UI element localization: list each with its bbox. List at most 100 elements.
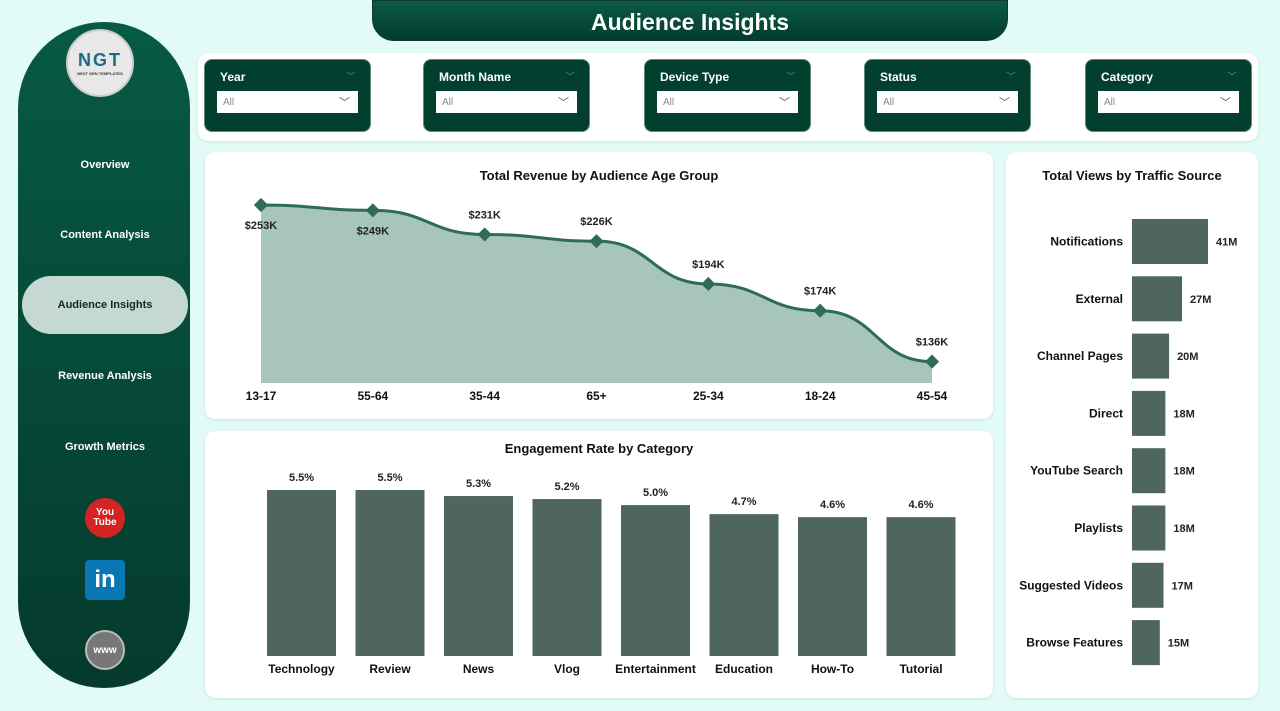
category-select[interactable]: All ﹀: [1098, 91, 1239, 113]
data-point: [813, 303, 828, 318]
data-label: 5.0%: [643, 487, 668, 499]
x-tick-label: How-To: [811, 662, 854, 676]
nav-growth-metrics[interactable]: Growth Metrics: [64, 441, 146, 453]
data-label: $249K: [357, 225, 389, 237]
chevron-down-icon[interactable]: ﹀: [786, 72, 796, 83]
category-label: YouTube Search: [1030, 464, 1123, 478]
data-label: $174K: [804, 286, 836, 298]
data-point: [477, 227, 492, 242]
select-value: All: [442, 97, 454, 108]
select-value: All: [883, 97, 895, 108]
youtube-icon[interactable]: You Tube: [85, 498, 125, 538]
filter-month-name[interactable]: Month Name ﹀ All ﹀: [423, 59, 590, 132]
x-tick-label: 45-54: [917, 389, 948, 403]
engagement-bar-chart: 5.5% Technology 5.5% Review 5.3% News 5.2% Vlog…: [267, 472, 956, 676]
x-tick-label: Review: [369, 662, 411, 676]
chart-title: Total Revenue by Audience Age Group: [479, 168, 719, 183]
revenue-age-chart-card: Total Revenue by Audience Age Group $253…: [205, 152, 993, 419]
revenue-area-chart: $253K 13-17 $249K 55-64 $231K 35-44 $226K 65+ $1…: [245, 197, 948, 403]
filter-label: Category: [1101, 70, 1154, 84]
bar: [1132, 276, 1183, 322]
data-label: 5.3%: [466, 478, 491, 490]
chevron-down-icon: ﹀: [999, 97, 1010, 109]
nav-revenue-analysis[interactable]: Revenue Analysis: [58, 370, 152, 382]
chevron-down-icon[interactable]: ﹀: [346, 72, 356, 83]
x-tick-label: Entertainment: [615, 662, 696, 676]
filter-status[interactable]: Status ﹀ All ﹀: [864, 59, 1031, 132]
filter-category[interactable]: Category ﹀ All ﹀: [1085, 59, 1252, 132]
linkedin-icon[interactable]: in: [85, 560, 125, 600]
bar: [1132, 333, 1170, 379]
category-label: Suggested Videos: [1019, 578, 1123, 592]
chart-title: Engagement Rate by Category: [504, 441, 694, 456]
traffic-bar-chart: Notifications 41M External 27M Channel Pages…: [1019, 219, 1237, 666]
bar: [1132, 505, 1166, 551]
chevron-down-icon[interactable]: ﹀: [1227, 72, 1237, 83]
x-tick-label: Education: [715, 662, 773, 676]
bar: [621, 505, 690, 656]
category-label: Playlists: [1074, 521, 1123, 535]
data-label: $231K: [468, 209, 500, 221]
data-label: $226K: [580, 216, 612, 228]
month-select[interactable]: All ﹀: [436, 91, 577, 113]
bar: [886, 517, 956, 656]
data-label: 5.2%: [554, 481, 579, 493]
data-label: $253K: [245, 220, 277, 232]
category-label: Channel Pages: [1037, 349, 1123, 363]
globe-icon[interactable]: www: [85, 630, 125, 670]
data-label: 5.5%: [289, 472, 314, 484]
x-tick-label: Tutorial: [899, 662, 942, 676]
data-label: 17M: [1172, 580, 1193, 592]
select-value: All: [223, 97, 235, 108]
data-label: $136K: [916, 337, 948, 349]
data-point: [253, 197, 269, 213]
status-select[interactable]: All ﹀: [877, 91, 1018, 113]
chevron-down-icon[interactable]: ﹀: [565, 72, 575, 83]
filter-year[interactable]: Year ﹀ All ﹀: [204, 59, 371, 132]
traffic-chart-card: Total Views by Traffic Source Notificati…: [1006, 152, 1258, 698]
area-fill: [261, 205, 932, 383]
bar: [709, 514, 779, 656]
filter-label: Device Type: [660, 70, 730, 84]
data-label: 4.7%: [731, 496, 756, 508]
chevron-down-icon: ﹀: [779, 97, 790, 109]
bar: [267, 490, 336, 656]
data-label: 4.6%: [820, 499, 845, 511]
logo-text: NGT: [78, 50, 122, 70]
select-value: All: [1104, 97, 1116, 108]
chevron-down-icon: ﹀: [339, 97, 350, 109]
bar: [1132, 219, 1208, 264]
data-label: $194K: [692, 259, 724, 271]
filter-label: Year: [220, 70, 246, 84]
data-label: 18M: [1173, 408, 1194, 420]
bar: [1132, 620, 1160, 666]
category-label: Notifications: [1050, 235, 1123, 249]
data-label: 18M: [1173, 523, 1194, 535]
bar: [532, 499, 602, 656]
data-label: 27M: [1190, 294, 1211, 306]
nav-audience-insights[interactable]: Audience Insights: [22, 276, 188, 334]
bar: [1132, 448, 1166, 494]
data-point: [589, 234, 604, 249]
bar: [355, 490, 425, 656]
chevron-down-icon: ﹀: [1220, 97, 1231, 109]
chevron-down-icon[interactable]: ﹀: [1006, 72, 1016, 83]
bar: [1132, 390, 1166, 436]
bar: [1132, 562, 1164, 608]
x-tick-label: 35-44: [469, 389, 500, 403]
data-label: 20M: [1177, 351, 1198, 363]
bar: [798, 517, 867, 656]
nav-content-analysis[interactable]: Content Analysis: [60, 229, 150, 241]
logo: NGT NEXT GEN TEMPLATES: [66, 29, 134, 97]
x-tick-label: 65+: [586, 389, 606, 403]
nav-overview[interactable]: Overview: [80, 159, 130, 171]
x-tick-label: 13-17: [246, 389, 277, 403]
x-tick-label: Technology: [268, 662, 335, 676]
filter-device-type[interactable]: Device Type ﹀ All ﹀: [644, 59, 811, 132]
select-value: All: [663, 97, 675, 108]
data-label: 5.5%: [377, 472, 402, 484]
data-label: 15M: [1168, 638, 1189, 650]
year-select[interactable]: All ﹀: [217, 91, 358, 113]
device-select[interactable]: All ﹀: [657, 91, 798, 113]
engagement-chart-card: Engagement Rate by Category 5.5% Technolo…: [205, 431, 993, 698]
